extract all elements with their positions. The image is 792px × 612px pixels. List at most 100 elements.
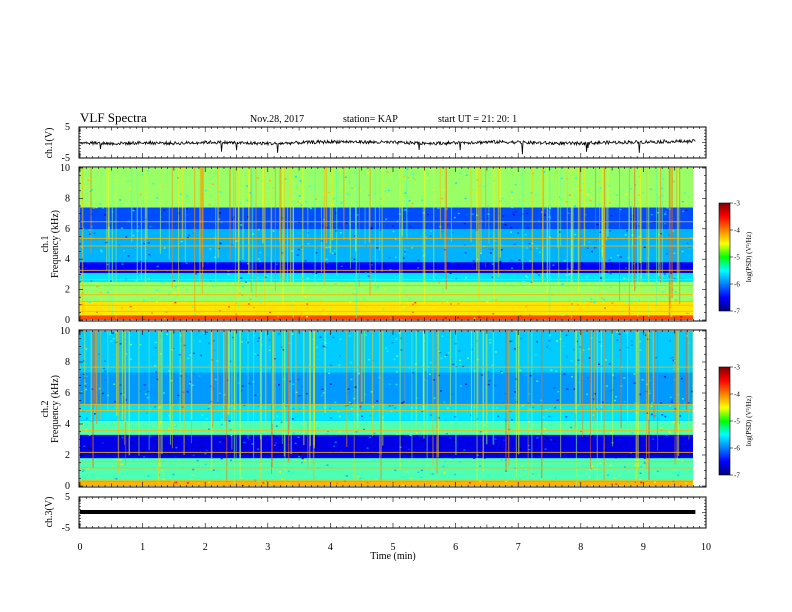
spectrogram-streak	[368, 168, 371, 243]
spectrogram-speckle	[551, 294, 554, 297]
spectrogram-streak	[346, 331, 348, 447]
spectrogram-speckle	[219, 191, 222, 193]
spectrogram-speckle	[299, 408, 302, 410]
spectrogram-streak	[676, 331, 678, 432]
spectrogram-streak	[406, 168, 408, 239]
spectrogram-speckle	[686, 312, 689, 315]
spectrogram-speckle	[363, 270, 366, 273]
colorbar-tick-label: -4	[734, 391, 740, 399]
spectrogram-speckle	[149, 225, 152, 228]
spectrogram-speckle	[565, 416, 568, 418]
spectrogram-speckle	[407, 218, 410, 220]
spectrogram-speckle	[81, 318, 84, 320]
spectrogram-speckle	[147, 169, 150, 172]
spectrogram-streak	[599, 168, 601, 305]
spectrogram-speckle	[332, 336, 335, 339]
spectrogram-speckle	[308, 472, 311, 475]
spectrogram-speckle	[282, 349, 285, 351]
spectrogram-speckle	[297, 200, 300, 203]
spectrogram-streak	[287, 331, 290, 463]
spectrogram-speckle	[464, 252, 467, 254]
spectrogram-speckle	[604, 442, 607, 445]
spectrogram-speckle	[394, 256, 397, 258]
spectrogram-speckle	[586, 393, 589, 396]
spectrogram-speckle	[257, 405, 260, 407]
spectrogram-speckle	[665, 434, 668, 436]
spectrogram-speckle	[208, 405, 211, 408]
spectrogram-speckle	[160, 469, 163, 472]
spectrogram-speckle	[511, 206, 514, 209]
spectrogram-speckle	[151, 312, 154, 314]
spectrogram-speckle	[388, 189, 391, 192]
spectrogram-speckle	[500, 459, 503, 461]
spectrogram-speckle	[488, 248, 491, 250]
ch1-colorbar-label: log(PSD) (V²/Hz)	[745, 231, 753, 282]
spectrogram-speckle	[499, 260, 502, 263]
spectrogram-speckle	[666, 206, 669, 209]
spectrogram-streak	[171, 331, 173, 449]
spectrogram-speckle	[150, 195, 153, 197]
spectrogram-speckle	[666, 251, 669, 254]
spectrogram-speckle	[404, 253, 407, 255]
spectrogram-speckle	[395, 433, 398, 436]
spectrogram-speckle	[494, 351, 497, 353]
spectrogram-speckle	[685, 203, 688, 205]
spectrogram-speckle	[429, 373, 432, 376]
spectrogram-speckle	[399, 337, 402, 340]
spectrogram-speckle	[102, 449, 105, 452]
y-tick-label: 10	[60, 163, 70, 174]
spectrogram-speckle	[154, 365, 157, 367]
spectrogram-speckle	[156, 301, 159, 303]
spectrogram-speckle	[631, 266, 634, 269]
spectrogram-speckle	[432, 307, 435, 309]
spectrogram-streak	[577, 168, 580, 293]
spectrogram-speckle	[200, 270, 203, 272]
ch1-spectrogram-ylabel-freq: Frequency (kHz)	[50, 210, 61, 278]
spectrogram-speckle	[597, 411, 600, 413]
spectrogram-speckle	[253, 334, 256, 337]
spectrogram-speckle	[677, 474, 680, 477]
spectrogram-speckle	[186, 390, 189, 392]
spectrogram-speckle	[280, 478, 283, 480]
spectrogram-streak	[575, 331, 577, 414]
spectrogram-speckle	[631, 466, 634, 468]
spectrogram-speckle	[349, 301, 352, 303]
spectrogram-speckle	[619, 256, 622, 258]
spectrogram-speckle	[440, 197, 443, 200]
spectrogram-speckle	[256, 195, 259, 198]
spectrogram-speckle	[426, 213, 429, 216]
spectrogram-speckle	[603, 306, 606, 308]
spectrogram-speckle	[375, 479, 378, 481]
spectrogram-speckle	[292, 408, 295, 410]
spectrogram-speckle	[535, 354, 538, 356]
spectrogram-speckle	[348, 222, 351, 224]
spectrogram-speckle	[526, 227, 529, 229]
spectrogram-speckle	[135, 180, 138, 183]
spectrogram-speckle	[535, 194, 538, 196]
spectrogram-speckle	[257, 258, 260, 260]
spectrogram-speckle	[379, 229, 382, 232]
spectrogram-speckle	[332, 197, 335, 200]
spectrogram-speckle	[364, 271, 367, 274]
spectrogram-speckle	[577, 303, 580, 306]
spectrogram-speckle	[621, 238, 624, 240]
spectrogram-speckle	[619, 208, 622, 211]
spectrogram-speckle	[615, 194, 618, 196]
spectrogram-speckle	[340, 202, 343, 204]
spectrogram-speckle	[547, 466, 550, 468]
spectrogram-speckle	[604, 359, 607, 361]
spectrogram-speckle	[155, 371, 158, 374]
spectrogram-speckle	[256, 354, 259, 357]
spectrogram-speckle	[104, 214, 107, 216]
spectrogram-speckle	[152, 266, 155, 269]
spectrogram-speckle	[650, 405, 653, 407]
spectrogram-speckle	[149, 365, 152, 367]
spectrogram-speckle	[511, 286, 514, 288]
spectrogram-speckle	[641, 379, 644, 381]
spectrogram-streak	[505, 331, 507, 473]
spectrogram-speckle	[356, 235, 359, 238]
spectrogram-speckle	[591, 465, 594, 468]
spectrogram-speckle	[319, 379, 322, 381]
spectrogram-speckle	[100, 250, 103, 253]
spectrogram-speckle	[491, 248, 494, 251]
